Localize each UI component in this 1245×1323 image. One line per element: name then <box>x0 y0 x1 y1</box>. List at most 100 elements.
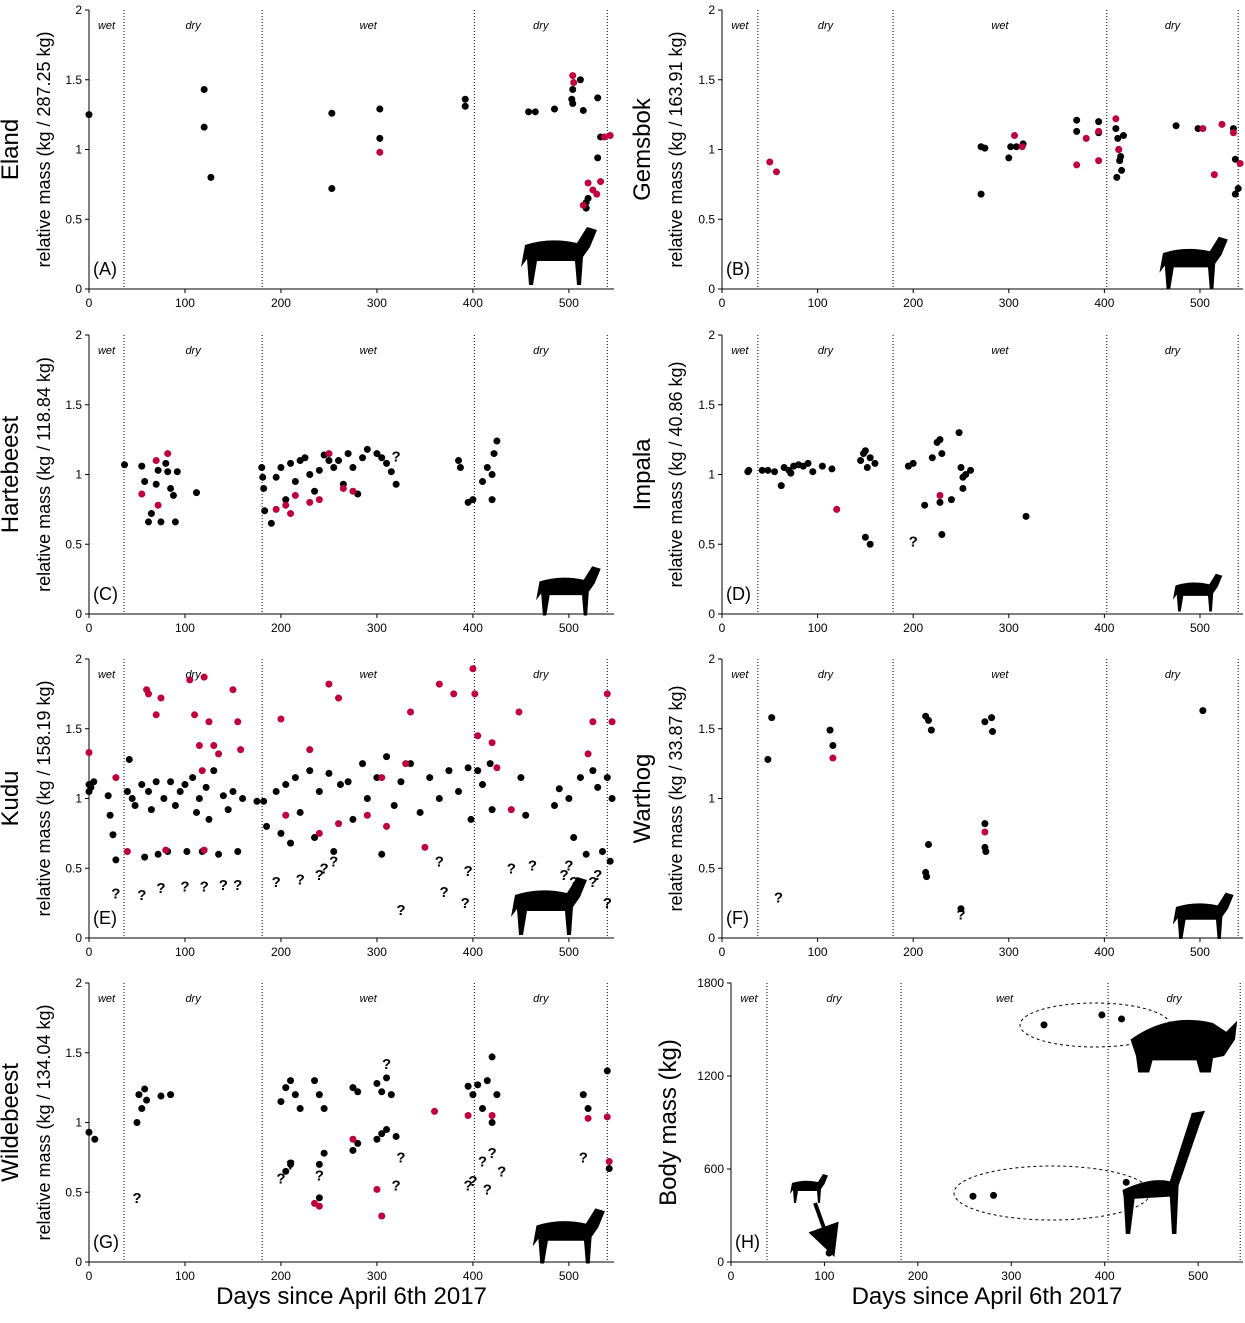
point <box>201 86 208 93</box>
point <box>1112 115 1119 122</box>
panel-label: (F) <box>726 908 749 928</box>
point <box>359 454 366 461</box>
uncertain-point: ? <box>315 1168 324 1185</box>
point <box>491 450 498 457</box>
point <box>829 755 836 762</box>
point <box>910 460 917 467</box>
x-tick-label: 200 <box>271 1269 291 1283</box>
y-axis-label: Body mass (kg) <box>655 1039 682 1206</box>
uncertain-point: ? <box>200 878 209 895</box>
point <box>969 1193 976 1200</box>
point <box>112 856 119 863</box>
point <box>311 488 318 495</box>
x-tick-label: 100 <box>175 296 195 310</box>
point <box>229 686 236 693</box>
giraffe-ellipse <box>954 1166 1150 1220</box>
point <box>469 1091 476 1098</box>
figure: 00.511.520100200300400500wetdrywetdry(A)… <box>0 0 1245 1318</box>
uncertain-point: ? <box>497 1163 506 1180</box>
y-tick-label: 600 <box>704 1162 724 1176</box>
point <box>268 520 275 527</box>
point <box>378 851 385 858</box>
uncertain-point: ? <box>488 1145 497 1162</box>
point <box>436 795 443 802</box>
season-label: wet <box>360 669 378 681</box>
panel-label: (G) <box>93 1232 119 1252</box>
point <box>172 518 179 525</box>
point <box>1019 143 1026 150</box>
point <box>306 471 313 478</box>
point <box>349 816 356 823</box>
point <box>162 847 169 854</box>
x-tick-label: 500 <box>1190 296 1210 310</box>
point <box>373 1080 380 1087</box>
x-tick-label: 300 <box>367 296 387 310</box>
x-tick-label: 0 <box>86 1269 93 1283</box>
point <box>164 468 171 475</box>
x-tick-label: 0 <box>86 945 93 959</box>
point <box>967 467 974 474</box>
x-tick-label: 200 <box>271 945 291 959</box>
point <box>277 464 284 471</box>
point <box>981 718 988 725</box>
point <box>745 467 752 474</box>
silhouette <box>1123 1111 1206 1234</box>
point <box>569 72 576 79</box>
point <box>155 467 162 474</box>
season-label: dry <box>533 345 550 357</box>
point <box>378 774 385 781</box>
panel-label: (H) <box>735 1232 760 1252</box>
species-name: Wildebeest <box>0 1063 24 1182</box>
point <box>364 795 371 802</box>
point <box>259 474 266 481</box>
point <box>489 1112 496 1119</box>
y-tick-label: 0.5 <box>698 537 715 551</box>
point <box>833 506 840 513</box>
point <box>593 191 600 198</box>
point <box>261 507 268 514</box>
point <box>126 756 133 763</box>
season-label: dry <box>533 669 550 681</box>
season-label: dry <box>826 993 843 1005</box>
point <box>990 1192 997 1199</box>
point <box>86 1129 93 1136</box>
y-tick-label: 0 <box>708 282 715 296</box>
point <box>292 478 299 485</box>
species-name: Impala <box>629 438 656 511</box>
season-label: dry <box>185 20 202 32</box>
point <box>335 695 342 702</box>
point <box>469 665 476 672</box>
point <box>1173 122 1180 129</box>
point <box>1211 171 1218 178</box>
point <box>493 1091 500 1098</box>
point <box>207 174 214 181</box>
point <box>938 450 945 457</box>
point <box>517 774 524 781</box>
point <box>589 718 596 725</box>
point <box>764 467 771 474</box>
point <box>606 1165 613 1172</box>
point <box>345 450 352 457</box>
point <box>585 195 592 202</box>
point <box>493 438 500 445</box>
y-tick-label: 2 <box>75 976 82 990</box>
uncertain-point: ? <box>507 860 516 877</box>
point <box>989 728 996 735</box>
point <box>373 1186 380 1193</box>
point <box>325 457 332 464</box>
point <box>604 774 611 781</box>
season-label: wet <box>740 993 758 1005</box>
point <box>467 816 474 823</box>
point <box>583 851 590 858</box>
point <box>1237 160 1244 167</box>
uncertain-point: ? <box>909 533 918 550</box>
point <box>787 470 794 477</box>
point <box>316 788 323 795</box>
point <box>1123 1179 1130 1186</box>
point <box>157 518 164 525</box>
point <box>86 111 93 118</box>
y-tick-label: 0.5 <box>698 861 715 875</box>
point <box>455 457 462 464</box>
y-axis-label: relative mass (kg / 158.19 kg) <box>34 680 54 916</box>
point <box>160 795 167 802</box>
